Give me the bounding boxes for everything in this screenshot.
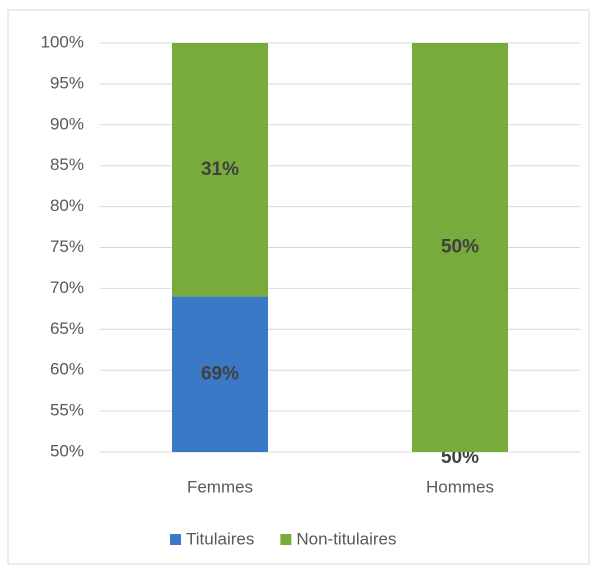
legend-label: Titulaires: [186, 529, 254, 548]
x-tick-label: Femmes: [187, 477, 253, 496]
y-tick-label: 80%: [50, 196, 84, 215]
y-tick-label: 95%: [50, 73, 84, 92]
bar-segment: [172, 296, 268, 452]
y-tick-label: 75%: [50, 237, 84, 256]
value-label: 69%: [201, 363, 239, 384]
bar-segment: [412, 43, 508, 452]
legend-swatch: [170, 534, 181, 545]
y-tick-label: 65%: [50, 319, 84, 338]
y-tick-label: 50%: [50, 441, 84, 460]
y-tick-label: 60%: [50, 360, 84, 379]
legend-label: Non-titulaires: [296, 529, 396, 548]
y-tick-label: 90%: [50, 114, 84, 133]
bar-segment: [172, 43, 268, 297]
y-tick-label: 100%: [41, 32, 84, 51]
value-label: 50%: [441, 447, 479, 468]
y-tick-label: 70%: [50, 278, 84, 297]
x-tick-label: Hommes: [426, 477, 494, 496]
legend-swatch: [280, 534, 292, 545]
y-tick-label: 85%: [50, 155, 84, 174]
y-tick-label: 55%: [50, 401, 84, 420]
value-label: 31%: [201, 159, 239, 180]
value-label: 50%: [441, 237, 479, 258]
